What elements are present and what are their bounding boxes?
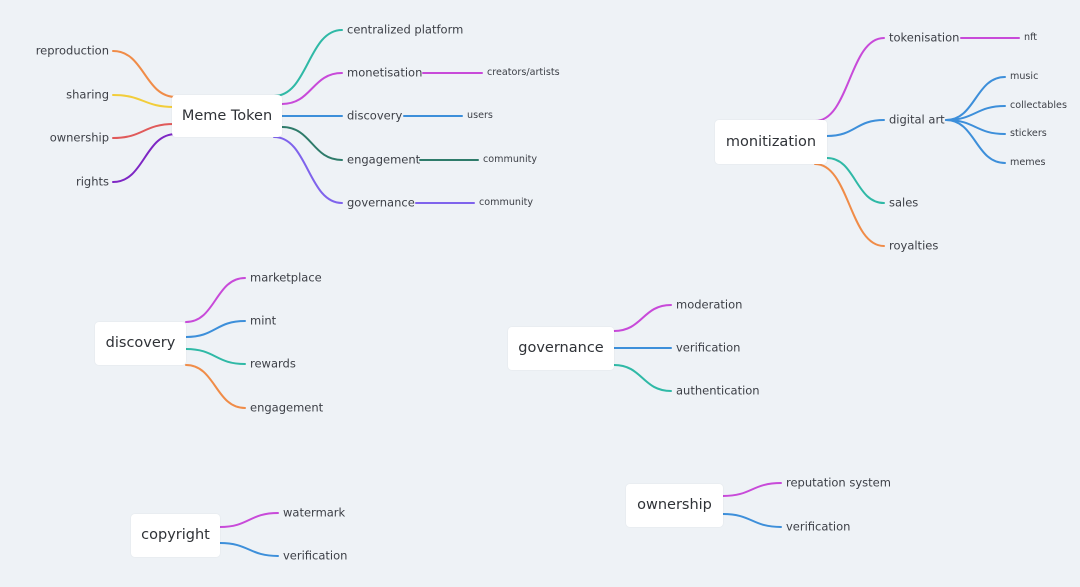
leaf-collectables[interactable]: collectables <box>1010 100 1067 112</box>
branch-monetisation[interactable]: monetisation <box>347 65 423 80</box>
connector-line <box>219 512 279 528</box>
connector-line <box>273 136 343 204</box>
branch-verification-copyright[interactable]: verification <box>283 548 348 563</box>
connector-line <box>826 119 885 137</box>
leaf-stickers[interactable]: stickers <box>1010 128 1047 140</box>
branch-reproduction[interactable]: reproduction <box>35 43 109 58</box>
connector-line <box>273 29 343 97</box>
connector-line <box>281 72 343 105</box>
branch-governance[interactable]: governance <box>347 195 415 210</box>
connector-line <box>185 320 246 338</box>
connector-line <box>722 513 782 528</box>
connector-line <box>281 126 343 161</box>
branch-engagement[interactable]: engagement <box>347 152 421 167</box>
branch-watermark[interactable]: watermark <box>283 505 346 520</box>
leaf-memes[interactable]: memes <box>1010 157 1046 169</box>
connector-line <box>112 94 175 108</box>
connector-line <box>814 37 885 122</box>
root-node-copyright[interactable]: copyright <box>131 514 220 557</box>
connector-line <box>722 482 782 497</box>
branch-engagement-discovery[interactable]: engagement <box>250 400 324 415</box>
connector-line <box>112 123 175 139</box>
branch-authentication[interactable]: authentication <box>676 383 760 398</box>
branch-sharing[interactable]: sharing <box>66 87 109 102</box>
branch-moderation[interactable]: moderation <box>676 297 743 312</box>
branch-discovery[interactable]: discovery <box>347 108 403 123</box>
branch-rewards[interactable]: rewards <box>250 356 296 371</box>
connector-line <box>613 304 672 332</box>
leaf-users[interactable]: users <box>467 110 493 122</box>
branch-reputation-system[interactable]: reputation system <box>786 475 891 490</box>
root-node-governance[interactable]: governance <box>508 327 614 370</box>
branch-centralized-platform[interactable]: centralized platform <box>347 22 464 37</box>
branch-mint[interactable]: mint <box>250 313 277 328</box>
branch-tokenisation[interactable]: tokenisation <box>889 30 960 45</box>
connector-line <box>112 133 177 183</box>
connector-line <box>219 542 279 557</box>
branch-sales[interactable]: sales <box>889 195 919 210</box>
leaf-community-engagement[interactable]: community <box>483 154 538 166</box>
connector-line <box>945 119 1006 164</box>
connector-line <box>814 163 885 247</box>
connector-line <box>826 157 885 204</box>
connector-line <box>112 50 177 98</box>
root-node-meme-token[interactable]: Meme Token <box>172 95 282 137</box>
connector-line <box>945 76 1006 121</box>
connector-line <box>185 364 246 409</box>
root-node-discovery[interactable]: discovery <box>95 322 186 365</box>
branch-royalties[interactable]: royalties <box>889 238 939 253</box>
leaf-creators-artists[interactable]: creators/artists <box>487 67 560 79</box>
branch-digital-art[interactable]: digital art <box>889 112 945 127</box>
branch-verification-ownership[interactable]: verification <box>786 519 851 534</box>
connector-line <box>613 364 672 392</box>
connector-line <box>185 348 246 365</box>
branch-marketplace[interactable]: marketplace <box>250 270 322 285</box>
leaf-nft[interactable]: nft <box>1024 32 1038 44</box>
branch-verification-governance[interactable]: verification <box>676 340 741 355</box>
connector-line <box>185 277 246 323</box>
branch-ownership[interactable]: ownership <box>49 130 109 145</box>
root-node-monitization[interactable]: monitization <box>715 120 827 164</box>
branch-rights[interactable]: rights <box>75 174 109 189</box>
leaf-music[interactable]: music <box>1010 71 1039 83</box>
leaf-community-governance[interactable]: community <box>479 197 534 209</box>
root-node-ownership[interactable]: ownership <box>626 484 723 527</box>
